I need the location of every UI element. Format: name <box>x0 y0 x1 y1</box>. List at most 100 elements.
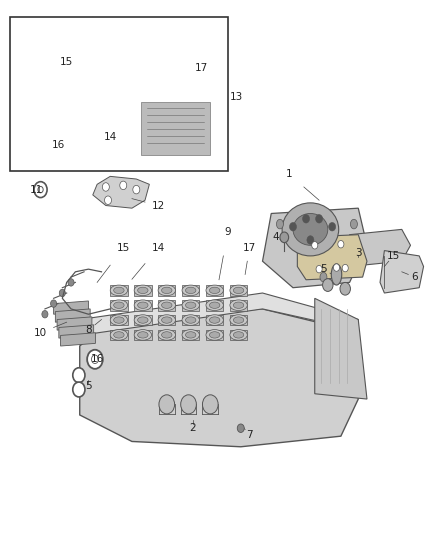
Ellipse shape <box>120 181 127 190</box>
Ellipse shape <box>316 215 322 223</box>
Polygon shape <box>58 113 97 139</box>
Polygon shape <box>182 285 199 296</box>
Text: 7: 7 <box>246 430 253 440</box>
Polygon shape <box>158 315 176 325</box>
Polygon shape <box>182 329 199 340</box>
Ellipse shape <box>114 302 124 309</box>
Ellipse shape <box>34 182 47 198</box>
Ellipse shape <box>45 62 80 105</box>
Ellipse shape <box>134 285 152 296</box>
Ellipse shape <box>33 27 39 35</box>
Polygon shape <box>206 285 223 296</box>
Ellipse shape <box>282 203 339 256</box>
Ellipse shape <box>182 329 199 340</box>
Ellipse shape <box>340 282 350 295</box>
Text: 5: 5 <box>85 381 92 391</box>
Ellipse shape <box>138 317 148 323</box>
Text: 8: 8 <box>85 325 92 335</box>
Polygon shape <box>57 317 92 330</box>
Ellipse shape <box>134 300 152 311</box>
Text: 15: 15 <box>117 243 130 253</box>
Polygon shape <box>59 325 94 338</box>
Ellipse shape <box>280 232 289 243</box>
Ellipse shape <box>182 300 199 311</box>
Ellipse shape <box>230 315 247 325</box>
Ellipse shape <box>114 332 124 338</box>
Polygon shape <box>206 300 223 311</box>
Text: 3: 3 <box>355 248 362 259</box>
Ellipse shape <box>92 355 99 364</box>
Ellipse shape <box>342 264 348 272</box>
Polygon shape <box>182 300 199 311</box>
Ellipse shape <box>322 279 333 292</box>
Ellipse shape <box>230 285 247 296</box>
Ellipse shape <box>182 285 199 296</box>
Polygon shape <box>230 285 247 296</box>
Text: 11: 11 <box>30 184 43 195</box>
Text: 16: 16 <box>51 140 64 150</box>
Ellipse shape <box>159 395 175 414</box>
Ellipse shape <box>116 43 127 66</box>
Ellipse shape <box>133 185 140 194</box>
Polygon shape <box>60 333 95 346</box>
Ellipse shape <box>293 214 328 245</box>
Text: 15: 15 <box>60 58 73 67</box>
Ellipse shape <box>328 222 336 231</box>
Text: 5: 5 <box>320 264 327 274</box>
Ellipse shape <box>68 279 74 286</box>
Ellipse shape <box>320 272 327 282</box>
Polygon shape <box>110 300 127 311</box>
Ellipse shape <box>158 315 176 325</box>
Ellipse shape <box>185 317 196 323</box>
Ellipse shape <box>333 264 339 271</box>
Ellipse shape <box>233 332 244 338</box>
Ellipse shape <box>50 300 57 308</box>
Text: 13: 13 <box>230 92 243 102</box>
Ellipse shape <box>206 315 223 325</box>
Ellipse shape <box>172 49 179 60</box>
Ellipse shape <box>316 265 322 273</box>
Ellipse shape <box>233 317 244 323</box>
Ellipse shape <box>307 236 314 244</box>
Polygon shape <box>350 229 410 266</box>
Polygon shape <box>53 301 88 314</box>
Polygon shape <box>110 285 127 296</box>
Ellipse shape <box>185 287 196 294</box>
Ellipse shape <box>185 302 196 309</box>
Polygon shape <box>67 17 210 97</box>
Ellipse shape <box>290 222 297 231</box>
Ellipse shape <box>209 302 220 309</box>
Bar <box>10 17 228 171</box>
Polygon shape <box>158 285 176 296</box>
Text: 9: 9 <box>224 227 231 237</box>
Polygon shape <box>206 329 223 340</box>
Polygon shape <box>380 251 424 293</box>
Polygon shape <box>230 300 247 311</box>
Text: 17: 17 <box>243 243 256 253</box>
Ellipse shape <box>181 395 196 414</box>
Text: 6: 6 <box>412 272 418 282</box>
Ellipse shape <box>158 329 176 340</box>
Polygon shape <box>230 329 247 340</box>
Ellipse shape <box>158 285 176 296</box>
Polygon shape <box>134 285 152 296</box>
Polygon shape <box>80 309 358 447</box>
Ellipse shape <box>87 350 103 369</box>
Ellipse shape <box>159 43 170 66</box>
Ellipse shape <box>158 300 176 311</box>
Ellipse shape <box>182 315 199 325</box>
Text: 14: 14 <box>152 243 165 253</box>
Ellipse shape <box>38 187 43 193</box>
Ellipse shape <box>110 285 127 296</box>
Text: 15: 15 <box>386 251 400 261</box>
Ellipse shape <box>85 49 92 60</box>
Ellipse shape <box>233 287 244 294</box>
Ellipse shape <box>185 332 196 338</box>
Polygon shape <box>134 315 152 325</box>
Ellipse shape <box>114 317 124 323</box>
Text: 1: 1 <box>285 169 292 179</box>
Ellipse shape <box>189 60 196 70</box>
Ellipse shape <box>52 90 77 119</box>
Polygon shape <box>182 315 199 325</box>
Ellipse shape <box>59 289 65 297</box>
